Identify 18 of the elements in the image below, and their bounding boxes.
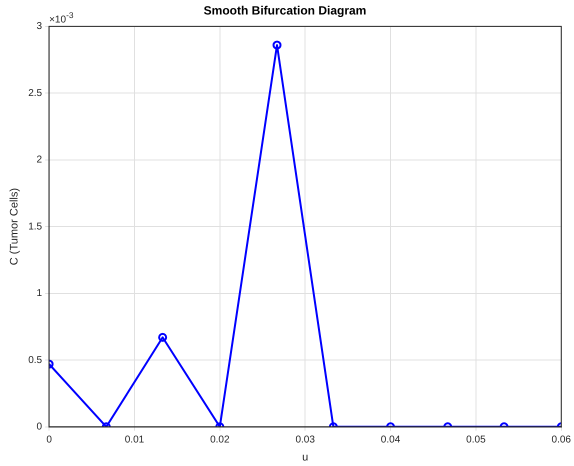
y-tick-label: 1.5 — [28, 221, 43, 232]
x-tick-label: 0.06 — [552, 434, 572, 446]
x-tick-label: 0 — [46, 434, 52, 446]
x-tick-label: 0.05 — [466, 434, 486, 446]
x-axis-title: u — [302, 451, 308, 464]
y-tick-label: 1 — [36, 288, 43, 300]
x-tick-label: 0.01 — [124, 434, 145, 446]
y-tick-label: 0 — [36, 422, 43, 433]
y-tick-label: 0.5 — [28, 354, 43, 366]
x-tick-label: 0.03 — [295, 434, 316, 446]
text: ×10$^{-3}$ — [49, 10, 74, 26]
y-axis-title: C (Tumor Cells) — [8, 188, 21, 266]
y-tick-label: 2.5 — [28, 88, 43, 99]
y-tick-label: 2 — [36, 154, 43, 166]
chart-title: Smooth Bifurcation Diagram — [204, 4, 366, 18]
y-tick-label: 3 — [36, 21, 43, 32]
x-tick-label: 0.04 — [380, 434, 401, 446]
x-tick-label: 0.02 — [210, 434, 230, 446]
